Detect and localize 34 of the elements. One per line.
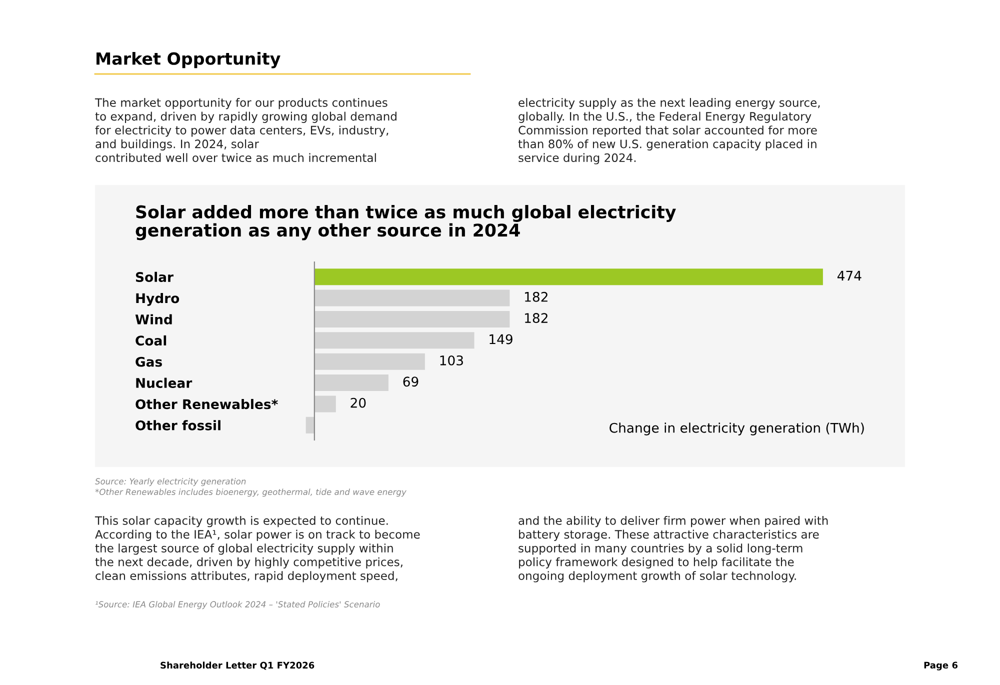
text: and the ability to deliver firm power when paired with battery storage. These attractive characteristics are supported in many countries by a solid long-term policy framework designed to help facilitate the ongoing deployment growth of solar technology. [518,516,828,582]
data-label: 182 [525,313,548,324]
text: ¹Source: IEA Global Energy Outlook 2024 – 'Stated Policies' Scenario [96,601,380,610]
y-tick-label: Gas [136,356,162,367]
bar [306,416,314,434]
text: Market Opportunity [96,52,280,68]
y-tick-label: Other Renewables* [136,398,278,410]
bar [314,374,388,392]
data-label: 69 [403,376,418,387]
y-tick-label: Nuclear [136,378,192,388]
text: Page 6 [924,662,958,670]
x-axis-title: Change in electricity generation (TWh) [610,422,864,436]
bar [314,310,510,328]
text: This solar capacity growth is expected to continue. According to the IEA¹, solar power is on track to become the largest source of global electricity supply within the next decade, driven by highly competitive prices, clean emissions attributes, rapid deployment speed, [94,516,420,582]
data-label: 20 [350,398,366,408]
bar [314,353,425,370]
text: The market opportunity for our products continues to expand, driven by rapidly growing global demand for electricity to power data centers, EVs, industry, and buildings. In 2024, solar contributed well over twice as much incremental [94,98,396,162]
data-label: 149 [490,334,512,344]
y-tick-label: Wind [135,314,172,324]
data-label: 182 [525,292,548,302]
bar [314,396,336,412]
chart-title: Solar added more than twice as much global electricity generation as any other source in 2024 [136,205,676,240]
text: Shareholder Letter Q1 FY2026 [160,662,314,670]
y-tick-label: Hydro [136,293,180,306]
data-label: 474 [837,270,862,280]
source-note: Source: Yearly electricity generation *Other Renewables includes bioenergy, geothermal, tide and wave energy [95,478,407,497]
y-tick-label: Coal [136,335,166,346]
y-tick-label: Other fossil [136,420,220,430]
data-label: 103 [440,355,463,366]
bar [314,290,510,306]
y-tick-label: Solar [136,272,174,282]
bar [314,268,823,286]
text: electricity supply as the next leading energy source, globally. In the U.S., the Federal Energy Regulatory Commission reported that solar accounted for more than 80% of new U.S. generation capacity placed in service during 2024. [518,98,820,164]
bar [314,332,474,349]
